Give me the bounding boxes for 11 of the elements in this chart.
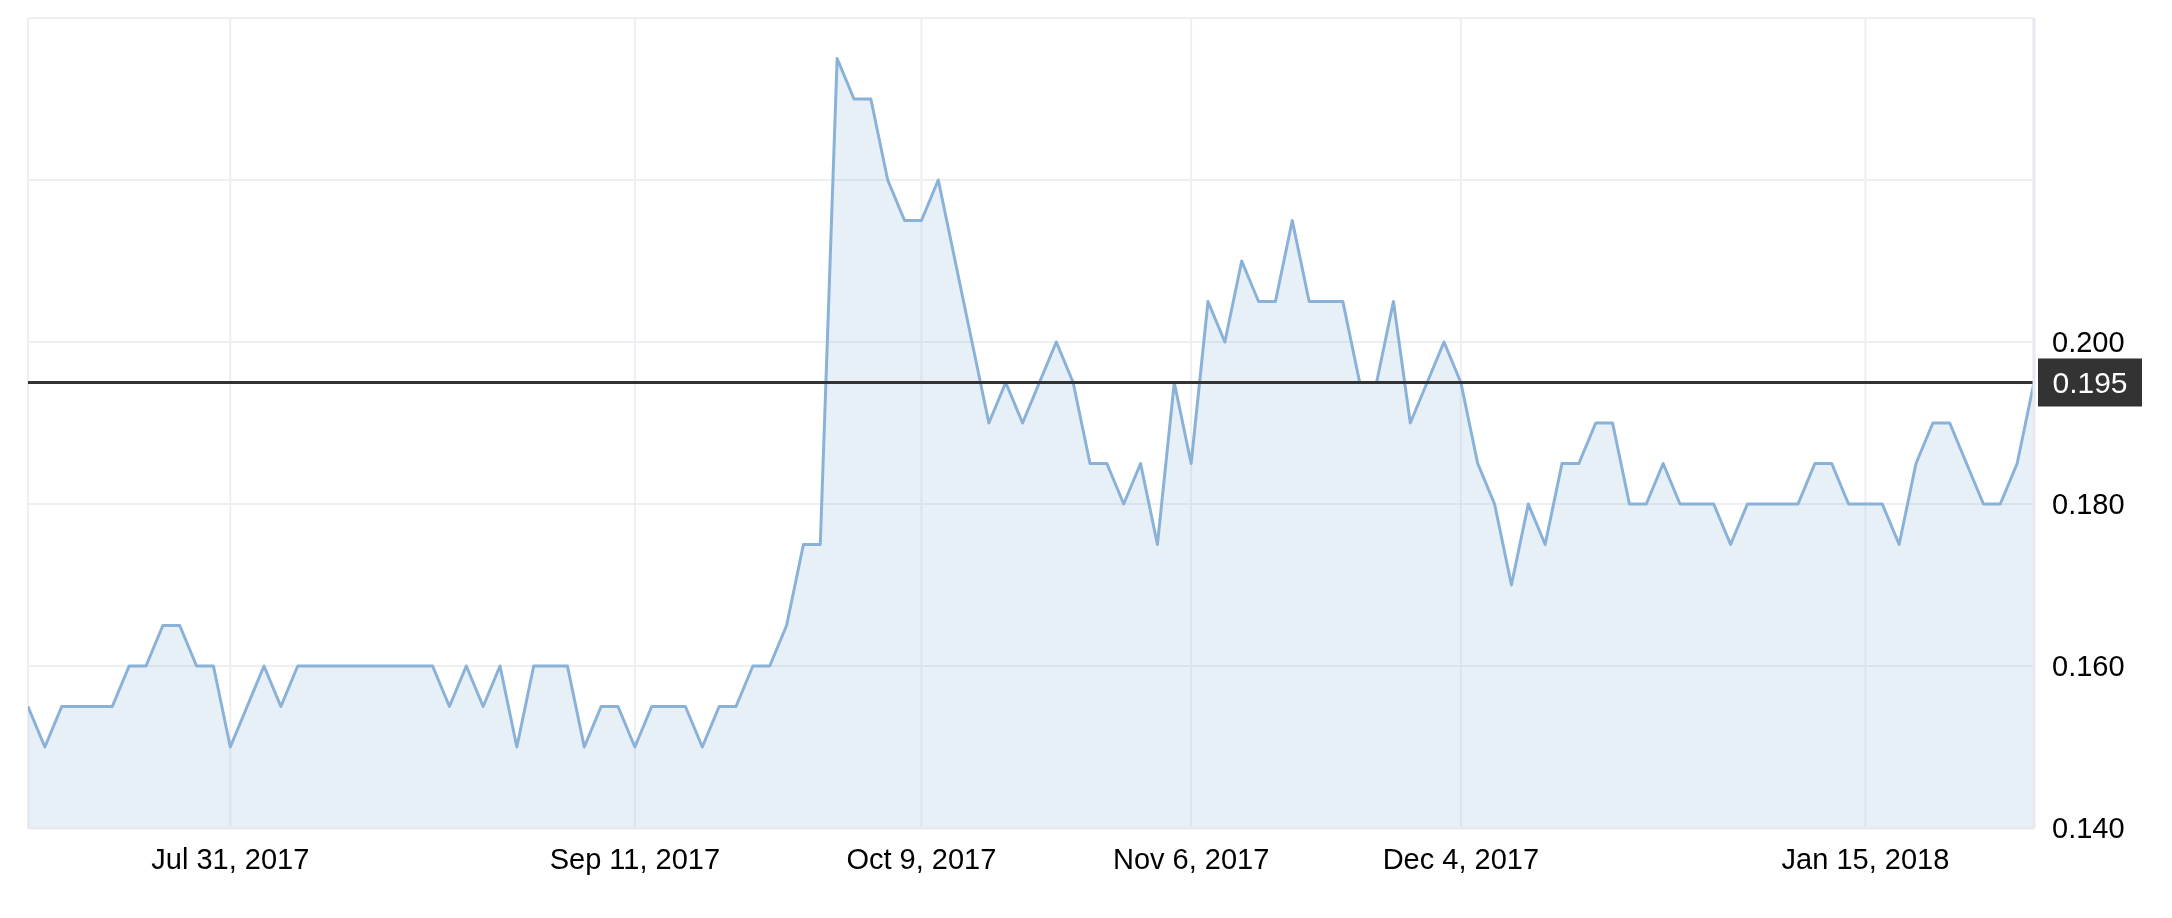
x-tick-label: Nov 6, 2017 <box>1112 842 1270 875</box>
x-tick-label: Jul 31, 2017 <box>151 842 310 875</box>
y-tick-label: 0.160 <box>2052 650 2125 683</box>
x-tick-label: Dec 4, 2017 <box>1382 842 1540 875</box>
y-tick-label: 0.140 <box>2052 812 2125 845</box>
x-tick-label: Sep 11, 2017 <box>549 842 721 875</box>
x-tick-label: Jan 15, 2018 <box>1781 842 1950 875</box>
y-tick-label: 0.200 <box>2052 326 2125 359</box>
x-tick-label: Oct 9, 2017 <box>846 842 997 875</box>
ref-line-label: 0.195 <box>2052 366 2128 399</box>
y-tick-label: 0.180 <box>2052 488 2125 521</box>
